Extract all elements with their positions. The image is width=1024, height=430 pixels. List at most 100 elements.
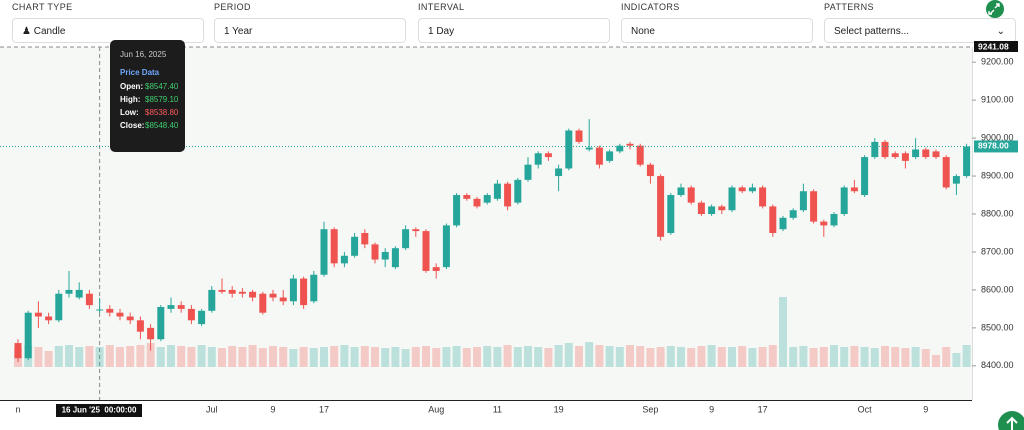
volume-bar	[483, 346, 492, 367]
volume-bar	[442, 347, 451, 367]
candle-body	[432, 267, 440, 271]
candle-body	[738, 187, 746, 192]
volume-bar	[34, 347, 43, 367]
volume-bar	[779, 297, 787, 367]
volume-bar	[595, 345, 604, 367]
candle-body	[300, 278, 308, 306]
volume-bar	[881, 346, 889, 367]
candle-body	[340, 255, 348, 264]
last-price-tag	[974, 140, 1018, 153]
volume-bar	[381, 348, 390, 367]
volume-bar	[789, 347, 798, 367]
volume-bar	[187, 347, 196, 367]
expand-icon	[988, 3, 1000, 15]
control: INTERVAL 1 Day	[418, 0, 610, 43]
volume-bar	[340, 345, 349, 367]
control-label: PERIOD	[214, 2, 251, 12]
candle-body	[850, 187, 858, 192]
candle-body	[402, 229, 410, 249]
volume-bar	[320, 347, 328, 367]
candle-body	[963, 146, 971, 177]
candle-body	[820, 221, 828, 226]
dropdown[interactable]: ♟ Candle	[12, 18, 204, 43]
volume-bar	[891, 347, 900, 367]
control-label: INDICATORS	[621, 2, 680, 12]
crosshair-time-tag	[56, 404, 142, 417]
crosshair-time-label: 16 Jun '25 00:00:00	[62, 406, 137, 415]
candle-body	[646, 164, 654, 177]
volume-bar	[513, 347, 522, 367]
volume-bar	[921, 349, 930, 367]
candle-body	[799, 191, 807, 211]
crosshair-price-label: 9241.08	[978, 41, 1009, 51]
y-tick-label: 9000.00	[981, 132, 1014, 142]
volume-bar	[452, 346, 461, 367]
candle-body	[595, 147, 603, 165]
candle-body	[728, 187, 736, 211]
dropdown[interactable]: 1 Year	[214, 18, 406, 43]
candle-body	[259, 293, 267, 313]
candle-body	[483, 195, 491, 203]
candle-body	[320, 229, 328, 275]
volume-bar	[116, 347, 124, 367]
candle-body	[514, 179, 522, 203]
candle-body	[504, 183, 512, 207]
volume-bar	[218, 348, 226, 367]
candle-body	[391, 248, 399, 268]
volume-bar	[768, 345, 777, 367]
x-tick-label: Aug	[428, 404, 444, 414]
candle-body	[524, 164, 532, 180]
volume-bar	[860, 347, 869, 367]
volume-bar	[932, 355, 940, 367]
tooltip-date: Jun 16, 2025	[120, 50, 167, 59]
expand-button[interactable]	[986, 0, 1004, 18]
control: CHART TYPE ♟ Candle	[12, 0, 204, 43]
x-tick-label: n	[15, 404, 20, 414]
volume-bar	[371, 347, 379, 367]
candle-body	[453, 195, 461, 226]
y-tick-label: 9200.00	[981, 57, 1014, 67]
volume-bar	[524, 346, 532, 367]
volume-bar	[136, 345, 145, 367]
volume-bar	[677, 347, 685, 367]
dropdown[interactable]: 1 Day	[418, 18, 610, 43]
y-tick-label: 8400.00	[981, 360, 1014, 370]
volume-bar	[85, 346, 94, 367]
dropdown[interactable]: Select patterns... ⌄	[824, 18, 1016, 43]
candle-body	[136, 320, 144, 332]
dropdown[interactable]: None	[621, 18, 813, 43]
volume-bar	[473, 347, 481, 367]
volume-bar	[626, 345, 634, 367]
volume-bar	[605, 346, 614, 367]
last-price-label: 8978.00	[978, 141, 1009, 151]
dropdown-value: Select patterns...	[834, 26, 910, 37]
volume-bar	[738, 346, 747, 367]
candle-body	[585, 147, 593, 150]
candle-body	[106, 308, 114, 313]
x-tick-label: 9	[923, 404, 928, 414]
candle-body	[891, 153, 899, 158]
candle-body	[636, 145, 644, 165]
candle-body	[65, 289, 73, 294]
control-label: CHART TYPE	[12, 2, 73, 12]
candle-body	[177, 305, 185, 309]
candle-body	[116, 312, 124, 317]
volume-bar	[258, 348, 267, 367]
x-tick-label: 17	[319, 404, 329, 414]
x-tick-label: Oct	[858, 404, 873, 414]
volume-bar	[95, 347, 104, 367]
y-tick-label: 8600.00	[981, 284, 1014, 294]
candle-body	[626, 143, 634, 146]
candle-body	[575, 130, 583, 142]
volume-bar	[534, 347, 543, 367]
x-tick-label: Jul	[206, 404, 218, 414]
candle-body	[493, 183, 501, 199]
x-tick-label: 17	[758, 404, 768, 414]
candle-body	[45, 316, 53, 321]
volume-bar	[544, 348, 553, 367]
x-tick-label: Sep	[642, 404, 658, 414]
volume-bar	[840, 347, 849, 367]
candle-body	[871, 141, 879, 158]
volume-bar	[819, 347, 828, 367]
candle-body	[228, 289, 236, 294]
